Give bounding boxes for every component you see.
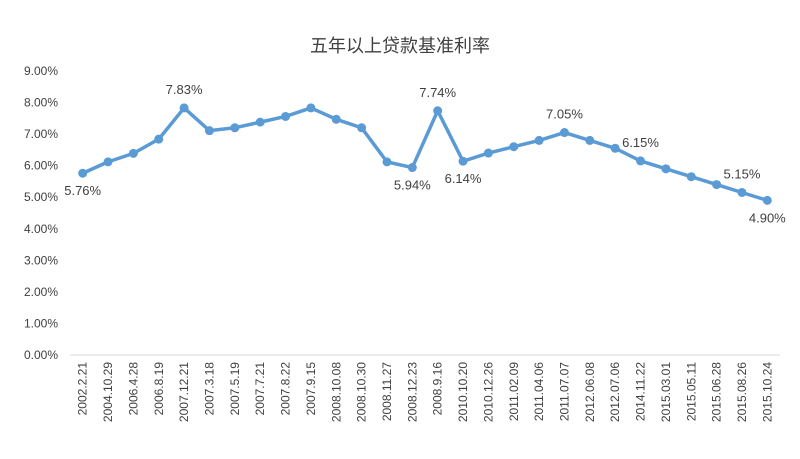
- x-tick-label: 2012.07.06: [608, 362, 622, 422]
- data-point: [636, 156, 646, 166]
- data-label: 6.15%: [622, 135, 659, 150]
- x-tick-label: 2010.12.26: [481, 362, 495, 422]
- x-tick-label: 2015.05.11: [684, 362, 698, 421]
- data-point: [154, 134, 164, 144]
- data-point: [509, 142, 519, 152]
- series-line: [80, 106, 770, 203]
- x-tick-label: 2006.8.19: [152, 362, 166, 416]
- data-point: [128, 148, 138, 158]
- data-point: [534, 135, 544, 145]
- x-tick-label: 2007.5.19: [228, 362, 242, 416]
- x-tick-label: 2012.06.08: [583, 362, 597, 422]
- data-point: [306, 103, 316, 113]
- x-tick-label: 2015.06.28: [710, 362, 724, 422]
- data-label: 7.74%: [419, 85, 456, 100]
- y-tick-label: 4.00%: [24, 222, 58, 236]
- x-tick-label: 2004.10.29: [101, 362, 115, 422]
- data-point: [78, 168, 88, 178]
- data-label: 7.83%: [166, 82, 203, 97]
- x-tick-label: 2011.02.09: [507, 362, 521, 421]
- data-point: [661, 164, 671, 174]
- data-point: [103, 157, 113, 167]
- x-tick-label: 2007.12.21: [177, 362, 191, 422]
- data-point: [179, 103, 189, 113]
- y-tick-label: 0.00%: [24, 348, 58, 362]
- data-point: [281, 111, 291, 121]
- data-label: 5.76%: [64, 183, 101, 198]
- x-tick-label: 2015.08.26: [735, 362, 749, 422]
- x-tick-label: 2008.11.27: [380, 362, 394, 421]
- data-point: [686, 172, 696, 182]
- data-points: [78, 103, 772, 205]
- x-tick-label: 2007.3.18: [202, 362, 216, 416]
- x-tick-label: 2015.10.24: [760, 362, 774, 422]
- data-point: [433, 106, 443, 116]
- y-tick-label: 7.00%: [24, 127, 58, 141]
- x-tick-label: 2006.4.28: [126, 362, 140, 416]
- data-label: 5.94%: [394, 178, 431, 193]
- y-tick-label: 1.00%: [24, 316, 58, 330]
- chart-title: 五年以上贷款基准利率: [310, 36, 490, 57]
- y-tick-label: 9.00%: [24, 64, 58, 78]
- x-tick-label: 2007.9.15: [304, 362, 318, 416]
- data-labels: 5.76% 7.83% 5.94% 7.74% 6.14% 7.05% 6.15% 5.15%…: [64, 82, 786, 225]
- x-tick-label: 2007.8.22: [279, 362, 293, 416]
- x-tick-label: 2011.07.07: [557, 362, 571, 421]
- y-tick-label: 2.00%: [24, 285, 58, 299]
- data-point: [204, 126, 214, 136]
- x-tick-label: 2010.10.20: [456, 362, 470, 422]
- x-tick-label: 2015.03.01: [659, 362, 673, 422]
- x-tick-label: 2011.04.06: [532, 362, 546, 421]
- x-tick-label: 2008.12.23: [405, 362, 419, 422]
- data-point: [458, 156, 468, 166]
- y-tick-label: 8.00%: [24, 96, 58, 110]
- data-point: [610, 143, 620, 153]
- x-axis: 2002.2.21 2004.10.29 2006.4.28 2006.8.19 200…: [76, 362, 775, 422]
- data-point: [357, 123, 367, 133]
- y-tick-label: 6.00%: [24, 159, 58, 173]
- y-tick-label: 5.00%: [24, 190, 58, 204]
- data-label: 4.90%: [749, 210, 786, 225]
- y-axis: 0.00% 1.00% 2.00% 3.00% 4.00% 5.00% 6.00% 7.00%…: [24, 64, 58, 362]
- data-point: [230, 123, 240, 133]
- data-point: [331, 114, 341, 124]
- data-point: [382, 157, 392, 167]
- x-tick-label: 2008.9.16: [431, 362, 445, 416]
- data-label: 6.14%: [445, 171, 482, 186]
- x-tick-label: 2002.2.21: [76, 362, 90, 416]
- data-point: [255, 117, 265, 127]
- data-label: 5.15%: [724, 166, 761, 181]
- y-tick-label: 3.00%: [24, 253, 58, 267]
- data-point: [559, 128, 569, 138]
- data-point: [712, 180, 722, 190]
- x-tick-label: 2008.10.08: [329, 362, 343, 422]
- data-point: [483, 148, 493, 158]
- x-tick-label: 2007.7.21: [253, 362, 267, 416]
- data-point: [407, 163, 417, 173]
- data-point: [762, 195, 772, 205]
- data-point: [737, 187, 747, 197]
- data-label: 7.05%: [546, 107, 583, 122]
- data-point: [585, 135, 595, 145]
- x-tick-label: 2014.11.22: [634, 362, 648, 421]
- x-tick-label: 2008.10.30: [355, 362, 369, 422]
